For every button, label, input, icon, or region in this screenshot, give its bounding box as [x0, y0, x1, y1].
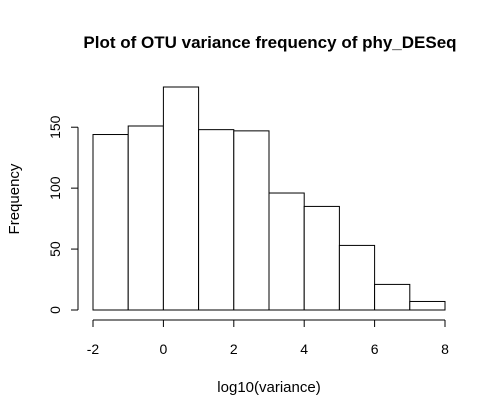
x-tick-label-2: 2 — [230, 341, 238, 357]
x-tick-label-0: -2 — [87, 341, 100, 357]
bars-group — [92, 86, 446, 311]
histogram-bar-9 — [409, 300, 446, 311]
histogram-bar-6 — [303, 205, 340, 311]
x-axis: -2 0 2 4 6 8 — [87, 319, 449, 357]
histogram-bar-0 — [92, 134, 129, 311]
histogram-bar-1 — [127, 125, 164, 311]
histogram-bar-7 — [338, 244, 376, 311]
y-axis-label: Frequency — [6, 163, 23, 234]
y-tick-label-2: 100 — [47, 176, 63, 200]
histogram-bar-4 — [233, 130, 270, 311]
histogram-bar-8 — [374, 283, 411, 311]
x-tick-label-4: 6 — [371, 341, 379, 357]
y-tick-label-3: 150 — [47, 115, 63, 139]
histogram-bar-2 — [162, 86, 200, 311]
y-axis: 0 50 100 150 — [47, 115, 79, 314]
chart-title: Plot of OTU variance frequency of phy_DE… — [83, 33, 456, 52]
x-tick-label-5: 8 — [441, 341, 449, 357]
histogram-bar-3 — [198, 129, 235, 311]
y-tick-label-0: 0 — [47, 306, 63, 314]
y-tick-label-1: 50 — [47, 241, 63, 257]
x-tick-label-1: 0 — [160, 341, 168, 357]
histogram-bar-5 — [268, 192, 305, 311]
x-axis-label: log10(variance) — [217, 379, 320, 396]
x-tick-label-3: 4 — [300, 341, 308, 357]
